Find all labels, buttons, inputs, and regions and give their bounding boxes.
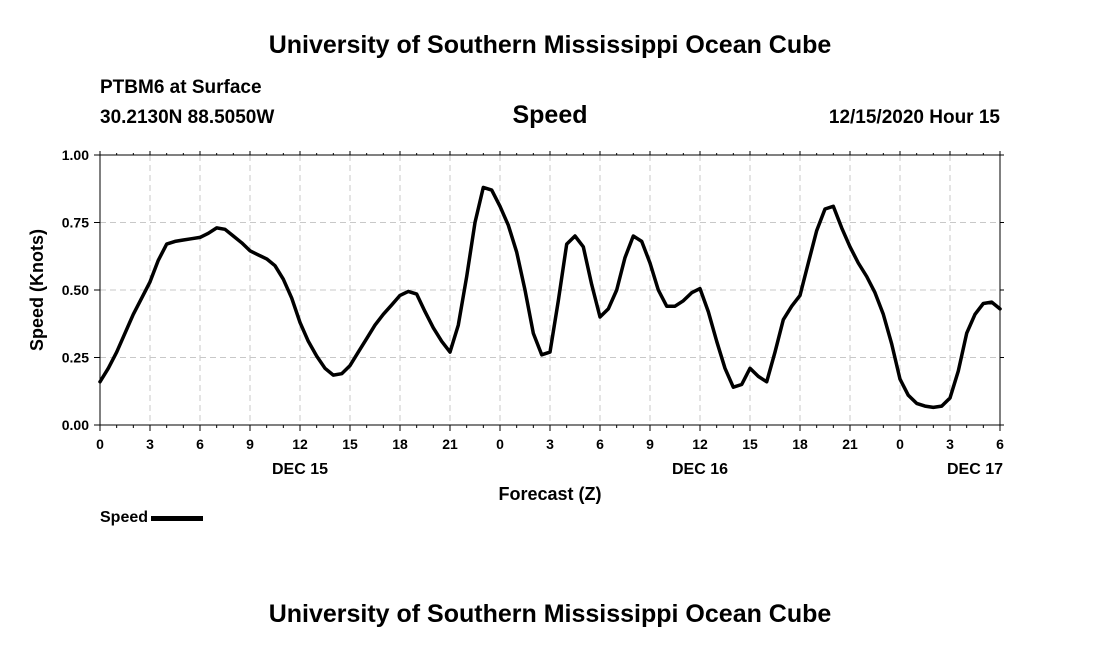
x-tick-label: 21 xyxy=(842,436,858,452)
x-tick-label: 9 xyxy=(246,436,254,452)
axis-labels: 0 3 6 9 12 15 18 21 0 3 6 9 12 15 18 21 0 3 6 0.00 0.25 0.50 0… xyxy=(27,147,1004,504)
x-tick-label: 9 xyxy=(646,436,654,452)
x-tick-label: 6 xyxy=(196,436,204,452)
station-label: PTBM6 at Surface xyxy=(100,77,262,98)
x-tick-label: 12 xyxy=(692,436,708,452)
grid xyxy=(100,155,1000,425)
forecast-datetime: 12/15/2020 Hour 15 xyxy=(828,107,1000,128)
x-tick-label: 21 xyxy=(442,436,458,452)
x-tick-label: 15 xyxy=(742,436,758,452)
x-tick-label: 15 xyxy=(342,436,358,452)
chart-title: Speed xyxy=(512,101,588,129)
day-label: DEC 15 xyxy=(272,461,328,478)
series-layer xyxy=(98,185,1002,410)
x-tick-label: 3 xyxy=(146,436,154,452)
legend-label: Speed xyxy=(100,509,149,526)
y-tick-label: 1.00 xyxy=(62,147,89,163)
footer-title: University of Southern Mississippi Ocean… xyxy=(268,600,832,628)
coordinates-label: 30.2130N 88.5050W xyxy=(100,107,275,128)
y-tick-label: 0.50 xyxy=(62,282,89,298)
day-label: DEC 17 xyxy=(947,461,1003,478)
legend-swatch xyxy=(151,515,204,521)
page-title: University of Southern Mississippi Ocean… xyxy=(268,31,832,59)
x-tick-label: 0 xyxy=(896,436,904,452)
x-tick-label: 6 xyxy=(596,436,604,452)
y-tick-label: 0.25 xyxy=(62,350,89,366)
legend: Speed xyxy=(100,509,204,527)
day-label: DEC 16 xyxy=(672,461,728,478)
x-tick-label: 18 xyxy=(392,436,408,452)
x-tick-label: 6 xyxy=(996,436,1004,452)
x-tick-label: 18 xyxy=(792,436,808,452)
x-tick-label: 3 xyxy=(546,436,554,452)
x-tick-label: 12 xyxy=(292,436,308,452)
x-tick-label: 3 xyxy=(946,436,954,452)
series-line-speed xyxy=(98,185,1002,410)
y-tick-label: 0.00 xyxy=(62,417,89,433)
axes xyxy=(94,151,1004,431)
x-tick-label: 0 xyxy=(96,436,104,452)
x-axis-title: Forecast (Z) xyxy=(498,484,601,504)
y-axis-title: Speed (Knots) xyxy=(27,229,47,351)
y-tick-label: 0.75 xyxy=(62,215,89,231)
x-tick-label: 0 xyxy=(496,436,504,452)
